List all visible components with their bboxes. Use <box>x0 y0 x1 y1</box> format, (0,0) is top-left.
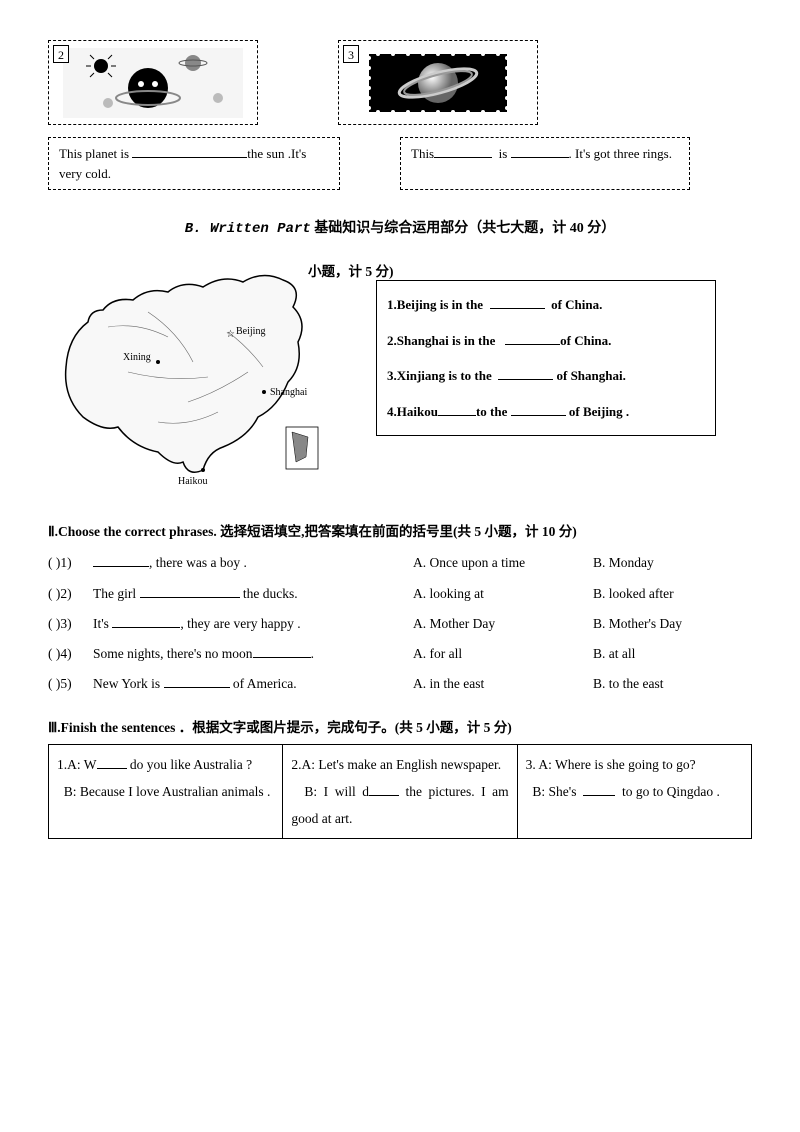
section-ii: Ⅱ.Choose the correct phrases. 选择短语填空,把答案… <box>48 522 752 700</box>
q2-stem: Some nights, there's no moon. <box>93 639 413 669</box>
caption3-text-c: . It's got three rings. <box>569 146 672 161</box>
svg-text:Beijing: Beijing <box>236 326 265 337</box>
grid-cell-2: 2.A: Let's make an English newspaper. B:… <box>283 744 517 838</box>
q2-option-b: B. looked after <box>593 579 752 609</box>
map-q2-blank[interactable] <box>505 332 560 345</box>
q2-paren[interactable]: ( )2) <box>48 579 93 609</box>
q2-paren[interactable]: ( )5) <box>48 669 93 699</box>
caption3-text-b: is <box>499 146 508 161</box>
q2-option-a: A. looking at <box>413 579 593 609</box>
map-q1: 1.Beijing is in the of China. <box>387 295 705 315</box>
q2-option-a: A. Once upon a time <box>413 548 593 578</box>
q2-row-5: ( )5) New York is of America.A. in the e… <box>48 669 752 699</box>
section-b-rest: 基础知识与综合运用部分（共七大题，计 40 分） <box>311 221 616 236</box>
q2-option-a: A. for all <box>413 639 593 669</box>
q2-row-1: ( )1), there was a boy .A. Once upon a t… <box>48 548 752 578</box>
q2-stem: New York is of America. <box>93 669 413 699</box>
q2-blank[interactable] <box>253 645 311 658</box>
grid-cell-1: 1.A: W do you like Australia ? B: Becaus… <box>49 744 283 838</box>
section-b-prefix: B. Written Part <box>185 221 311 237</box>
q2-option-b: B. Monday <box>593 548 752 578</box>
caption-box-2: This planet is the sun .It's very cold. <box>48 137 340 190</box>
caption3-blank2[interactable] <box>511 144 569 158</box>
q2-paren[interactable]: ( )1) <box>48 548 93 578</box>
cell2-blank[interactable] <box>369 783 399 796</box>
caption-box-3: This is . It's got three rings. <box>400 137 690 190</box>
map-questions-box: 1.Beijing is in the of China. 2.Shanghai… <box>376 280 716 436</box>
q2-blank[interactable] <box>93 554 149 567</box>
q2-stem: It's , they are very happy . <box>93 609 413 639</box>
q2-blank[interactable] <box>112 615 180 628</box>
q2-option-a: A. Mother Day <box>413 609 593 639</box>
section-iii: Ⅲ.Finish the sentences ．根据文字或图片提示，完成句子。(… <box>48 718 752 839</box>
caption2-text-a: This planet is <box>59 146 132 161</box>
map-q1-blank[interactable] <box>490 296 545 309</box>
q2-stem: , there was a boy . <box>93 548 413 578</box>
q2-option-b: B. at all <box>593 639 752 669</box>
map-row: ☆Beijing Xining Shanghai Haikou 1.Beijin… <box>48 280 752 492</box>
q2-paren[interactable]: ( )4) <box>48 639 93 669</box>
q2-stem: The girl the ducks. <box>93 579 413 609</box>
section-iii-header: Ⅲ.Finish the sentences ．根据文字或图片提示，完成句子。(… <box>48 718 752 738</box>
top-image-row: 2 3 <box>48 40 752 125</box>
image-number-2: 2 <box>53 45 69 63</box>
grid-cell-3: 3. A: Where is she going to go? B: She's… <box>517 744 751 838</box>
map-q4-blank2[interactable] <box>511 403 566 416</box>
image-number-3: 3 <box>343 45 359 63</box>
section-i-tail: 小题，计 5 分) <box>308 262 394 282</box>
caption-row: This planet is the sun .It's very cold. … <box>48 137 752 190</box>
section-i-header-partial: 小题，计 5 分) <box>48 262 752 280</box>
section-iii-grid: 1.A: W do you like Australia ? B: Becaus… <box>48 744 752 839</box>
svg-text:☆: ☆ <box>226 329 235 340</box>
cell1-blank[interactable] <box>97 756 127 769</box>
image-box-2: 2 <box>48 40 258 125</box>
q2-option-a: A. in the east <box>413 669 593 699</box>
svg-text:Shanghai: Shanghai <box>270 387 307 398</box>
map-q3-blank[interactable] <box>498 367 553 380</box>
caption3-text-a: This <box>411 146 434 161</box>
image-box-3: 3 <box>338 40 538 125</box>
q2-row-2: ( )2) The girl the ducks.A. looking atB.… <box>48 579 752 609</box>
section-b-header: B. Written Part 基础知识与综合运用部分（共七大题，计 40 分） <box>48 218 752 240</box>
svg-text:Haikou: Haikou <box>178 476 207 487</box>
q2-blank[interactable] <box>164 675 230 688</box>
q2-option-b: B. to the east <box>593 669 752 699</box>
planets-cartoon-icon <box>63 48 243 118</box>
section-ii-header: Ⅱ.Choose the correct phrases. 选择短语填空,把答案… <box>48 522 752 542</box>
caption2-blank[interactable] <box>132 144 247 158</box>
q2-row-3: ( )3) It's , they are very happy .A. Mot… <box>48 609 752 639</box>
section-ii-table: ( )1), there was a boy .A. Once upon a t… <box>48 548 752 699</box>
map-q4: 4.Haikouto the of Beijing . <box>387 402 705 422</box>
map-q2: 2.Shanghai is in the of China. <box>387 331 705 351</box>
svg-text:Xining: Xining <box>123 352 151 363</box>
china-map-icon: ☆Beijing Xining Shanghai Haikou <box>48 252 358 492</box>
q2-paren[interactable]: ( )3) <box>48 609 93 639</box>
q2-blank[interactable] <box>140 585 240 598</box>
q2-option-b: B. Mother's Day <box>593 609 752 639</box>
map-q4-blank1[interactable] <box>438 403 476 416</box>
caption3-blank1[interactable] <box>434 144 492 158</box>
map-q3: 3.Xinjiang is to the of Shanghai. <box>387 366 705 386</box>
cell3-blank[interactable] <box>583 783 615 796</box>
saturn-stamp-icon <box>363 48 513 118</box>
q2-row-4: ( )4) Some nights, there's no moon.A. fo… <box>48 639 752 669</box>
